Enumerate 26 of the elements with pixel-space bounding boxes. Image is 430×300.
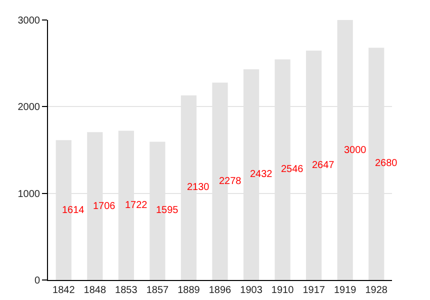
x-tick-label: 1842	[52, 285, 76, 296]
x-tick-label: 1889	[178, 285, 200, 296]
y-tick-label: 0	[34, 276, 40, 286]
x-tick-label: 1917	[302, 285, 326, 296]
x-tick-label: 1919	[334, 285, 357, 296]
x-tick-label: 1853	[115, 285, 138, 296]
data-label: 1706	[93, 201, 116, 212]
x-tick-label: 1857	[146, 285, 170, 296]
data-label: 1722	[125, 200, 148, 211]
data-label: 2546	[281, 164, 304, 175]
x-tick-label: 1903	[240, 285, 263, 296]
x-tick-label: 1928	[365, 285, 388, 296]
data-label: 2680	[375, 158, 398, 169]
y-tick-label: 2000	[18, 102, 40, 114]
y-tick-label: 3000	[18, 16, 40, 26]
x-tick-label: 1910	[271, 285, 294, 296]
x-tick-label: 1848	[84, 285, 106, 296]
data-label: 1614	[62, 205, 85, 216]
data-label: 2278	[219, 176, 242, 187]
x-tick-label: 1896	[208, 285, 232, 296]
data-label: 2647	[312, 160, 335, 171]
data-label: 3000	[344, 145, 367, 156]
data-label: 2432	[250, 169, 273, 180]
data-label: 1595	[156, 205, 179, 216]
data-label: 2130	[187, 182, 210, 193]
y-tick-label: 1000	[18, 188, 40, 200]
